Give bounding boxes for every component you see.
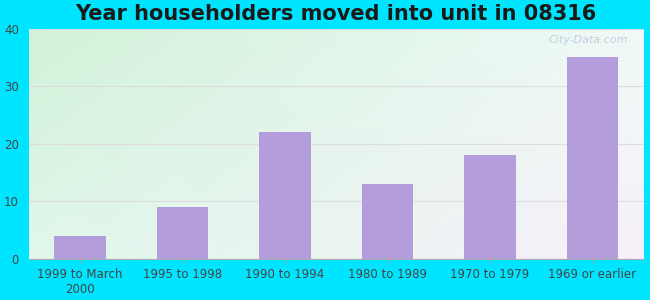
Title: Year householders moved into unit in 08316: Year householders moved into unit in 083…: [75, 4, 597, 24]
Bar: [259, 132, 311, 259]
Bar: [157, 207, 208, 259]
Bar: [55, 236, 106, 259]
Bar: [362, 184, 413, 259]
Bar: [567, 57, 618, 259]
Bar: [464, 155, 515, 259]
Text: City-Data.com: City-Data.com: [549, 35, 629, 45]
